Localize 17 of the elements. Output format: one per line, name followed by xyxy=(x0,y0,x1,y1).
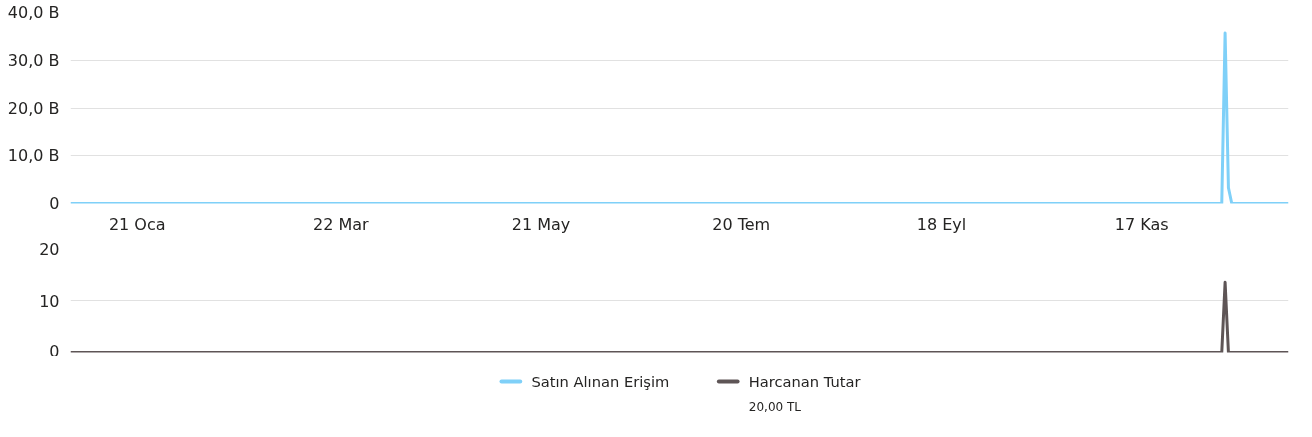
x-tick-label: 17 Kas xyxy=(1114,214,1169,234)
y-tick-label: 0 xyxy=(49,194,60,213)
y-tick-label: 30,0 B xyxy=(7,50,60,70)
y-tick-label: 10,0 B xyxy=(7,146,60,166)
y-tick-label: 20 xyxy=(39,239,60,259)
legend-label: Satın Alınan Erişim xyxy=(531,373,670,390)
y-tick-label: 20,0 B xyxy=(7,98,60,118)
x-tick-label: 20 Tem xyxy=(712,214,771,234)
y-tick-label: 10 xyxy=(39,291,60,311)
x-tick-label: 21 May xyxy=(511,214,571,234)
x-tick-label: 18 Eyl xyxy=(916,214,967,234)
text: 20,00 TL xyxy=(748,399,802,414)
y-tick-label: 40,0 B xyxy=(7,3,60,22)
legend-label: Harcanan Tutar xyxy=(748,373,862,390)
x-tick-label: 21 Oca xyxy=(108,214,166,234)
x-tick-label: 22 Mar xyxy=(312,214,370,234)
y-tick-label: 0 xyxy=(49,341,60,361)
